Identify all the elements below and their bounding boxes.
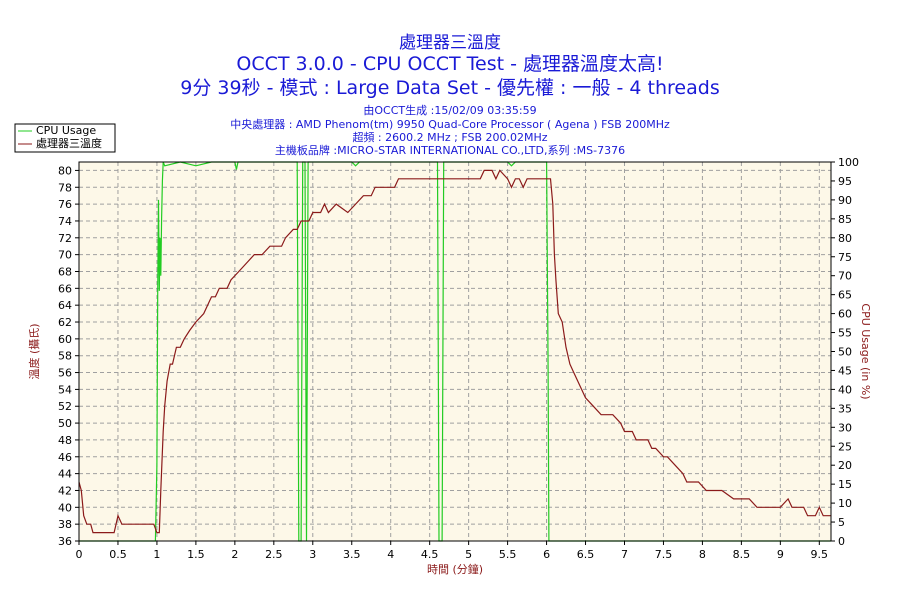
- x-tick-label: 9.5: [811, 548, 829, 561]
- y-left-tick-label: 72: [58, 232, 72, 245]
- x-tick-label: 9: [777, 548, 784, 561]
- y-left-tick-label: 36: [58, 535, 72, 548]
- y-right-tick-label: 30: [838, 421, 852, 434]
- y-left-tick-label: 54: [58, 383, 72, 396]
- y-right-tick-label: 10: [838, 497, 852, 510]
- cpu-info: 中央處理器 : AMD Phenom(tm) 9950 Quad-Core Pr…: [230, 118, 670, 131]
- y-right-tick-label: 50: [838, 346, 852, 359]
- chart-title: 處理器三溫度: [399, 33, 501, 53]
- y-left-tick-label: 44: [58, 468, 72, 481]
- y-left-tick-label: 66: [58, 282, 72, 295]
- cpu-temperature-line: [78, 169, 831, 534]
- y-left-tick-label: 46: [58, 451, 72, 464]
- plot-area: [79, 162, 831, 541]
- y-right-tick-label: 75: [838, 251, 852, 264]
- legend-box: [14, 123, 116, 153]
- y-left-tick-label: 40: [58, 501, 72, 514]
- y-axis-left-label: 溫度 (攝氏): [27, 323, 41, 379]
- y-right-tick-label: 90: [838, 194, 852, 207]
- y-right-tick-label: 80: [838, 232, 852, 245]
- legend-temp: 處理器三溫度: [36, 136, 102, 150]
- legend: CPU Usage 處理器三溫度: [14, 123, 116, 153]
- chart-subtitle: OCCT 3.0.0 - CPU OCCT Test - 處理器溫度太高!: [236, 53, 664, 75]
- y-axis-right-label: CPU Usage (in %): [859, 303, 872, 399]
- y-right-tick-label: 0: [838, 535, 845, 548]
- y-right-tick-label: 45: [838, 364, 852, 377]
- x-tick-label: 7.5: [655, 548, 673, 561]
- x-tick-label: 1.5: [187, 548, 205, 561]
- x-tick-label: 6: [543, 548, 550, 561]
- y-right-tick-label: 70: [838, 270, 852, 283]
- x-tick-label: 2.5: [265, 548, 283, 561]
- x-tick-label: 6.5: [577, 548, 595, 561]
- y-right-tick-label: 5: [838, 516, 845, 529]
- y-right-tick-label: 60: [838, 308, 852, 321]
- x-tick-label: 0.5: [109, 548, 127, 561]
- y-left-tick-label: 80: [58, 164, 72, 177]
- y-left-tick-label: 78: [58, 181, 72, 194]
- y-left-tick-label: 52: [58, 400, 72, 413]
- y-left-tick-label: 60: [58, 333, 72, 346]
- y-left-tick-label: 56: [58, 367, 72, 380]
- y-left-tick-label: 62: [58, 316, 72, 329]
- overclock-info: 超頻 : 2600.2 MHz ; FSB 200.02MHz: [352, 131, 548, 144]
- axis-ticks: 0 0.5 1 1.5 2 2.5 3 3.5 4 4.5 5 5.5 6 6.5 7 7.5 8 8.5 9 9.5…: [58, 156, 859, 561]
- y-left-tick-label: 74: [58, 215, 72, 228]
- y-left-tick-label: 70: [58, 249, 72, 262]
- x-tick-label: 3: [309, 548, 316, 561]
- x-tick-label: 0: [76, 548, 83, 561]
- y-right-tick-label: 55: [838, 327, 852, 340]
- y-right-tick-label: 35: [838, 402, 852, 415]
- y-right-tick-label: 85: [838, 213, 852, 226]
- x-tick-label: 3.5: [343, 548, 361, 561]
- y-left-tick-label: 50: [58, 417, 72, 430]
- legend-usage: CPU Usage: [36, 124, 96, 137]
- y-right-tick-label: 65: [838, 289, 852, 302]
- x-tick-label: 4: [387, 548, 394, 561]
- y-left-tick-label: 76: [58, 198, 72, 211]
- y-left-tick-label: 42: [58, 484, 72, 497]
- x-tick-label: 8: [699, 548, 706, 561]
- x-tick-label: 5: [465, 548, 472, 561]
- x-tick-label: 5.5: [499, 548, 517, 561]
- x-tick-label: 2: [231, 548, 238, 561]
- motherboard-info: 主機板品牌 :MICRO-STAR INTERNATIONAL CO.,LTD,…: [274, 144, 626, 157]
- y-right-tick-label: 40: [838, 383, 852, 396]
- y-right-tick-label: 25: [838, 440, 852, 453]
- test-details: 9分 39秒 - 模式 : Large Data Set - 優先權 : 一般 …: [180, 77, 720, 99]
- y-right-tick-label: 15: [838, 478, 852, 491]
- y-left-tick-label: 38: [58, 518, 72, 531]
- x-axis-label: 時間 (分鐘): [427, 562, 483, 576]
- y-left-tick-label: 58: [58, 350, 72, 363]
- x-tick-label: 8.5: [733, 548, 751, 561]
- x-tick-label: 4.5: [421, 548, 439, 561]
- y-right-tick-label: 20: [838, 459, 852, 472]
- y-right-tick-label: 95: [838, 175, 852, 188]
- y-left-tick-label: 68: [58, 265, 72, 278]
- y-left-tick-label: 48: [58, 434, 72, 447]
- x-tick-label: 1: [153, 548, 160, 561]
- generated-info: 由OCCT生成 :15/02/09 03:35:59: [363, 104, 537, 117]
- y-right-tick-label: 100: [838, 156, 859, 169]
- y-left-tick-label: 64: [58, 299, 72, 312]
- x-tick-label: 7: [621, 548, 628, 561]
